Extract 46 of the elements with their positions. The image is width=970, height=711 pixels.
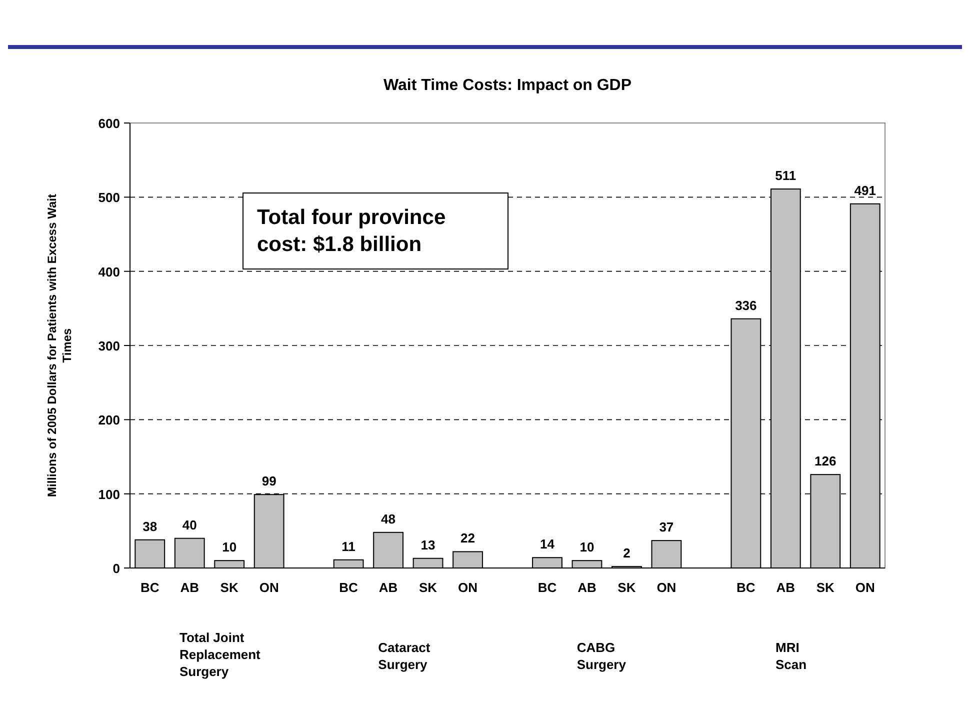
data-label: 491 [854, 182, 876, 198]
data-label: 37 [659, 520, 674, 535]
data-label: 22 [460, 530, 475, 546]
x-tick-label: BC [140, 580, 160, 595]
x-tick-label: SK [220, 580, 239, 595]
chart-title: Wait Time Costs: Impact on GDP [383, 77, 632, 94]
x-tick-label: ON [458, 580, 478, 595]
text: CABG Surgery [576, 640, 627, 672]
data-label: 2 [623, 546, 630, 561]
x-tick-label: AB [578, 580, 596, 595]
data-label: 13 [420, 537, 436, 552]
y-axis-title: Millions of 2005 Dollars for Patients with Excess Wait Times [45, 194, 74, 497]
y-tick-label: 400 [98, 264, 120, 280]
data-label: 48 [381, 511, 396, 526]
x-tick-label: SK [618, 580, 636, 595]
x-tick-label: AB [378, 580, 398, 595]
x-tick-label: AB [776, 580, 796, 595]
text: Total Joint Replacement Surgery [179, 630, 262, 679]
y-tick-label: 100 [98, 486, 120, 502]
data-label: 10 [222, 540, 237, 555]
data-label: 40 [182, 517, 197, 532]
x-tick-label: BC [736, 580, 756, 595]
x-tick-label: BC [339, 580, 359, 595]
y-tick-label: 500 [98, 190, 120, 206]
y-tick-label: 0 [112, 561, 120, 576]
x-tick-label: ON [259, 580, 279, 595]
text: MRI Scan [776, 640, 807, 672]
data-label: 511 [775, 168, 796, 184]
x-tick-label: SK [418, 580, 438, 595]
data-label: 99 [262, 474, 276, 489]
x-tick-label: AB [180, 580, 199, 595]
data-label: 10 [580, 540, 594, 555]
data-label: 11 [342, 538, 356, 554]
y-tick-label: 300 [98, 338, 120, 354]
x-tick-label: ON [855, 580, 875, 595]
data-label: 336 [735, 298, 757, 313]
x-tick-label: ON [656, 580, 676, 595]
y-tick-label: 200 [98, 412, 120, 428]
x-tick-label: BC [538, 580, 558, 595]
x-tick-label: SK [816, 580, 836, 595]
annotation: Total four province cost: $1.8 billion [257, 206, 446, 256]
data-label: 38 [142, 518, 158, 534]
text: Cataract Surgery [378, 640, 431, 672]
data-label: 14 [540, 536, 556, 552]
data-label: 126 [814, 454, 836, 469]
y-tick-label: 600 [98, 116, 120, 131]
